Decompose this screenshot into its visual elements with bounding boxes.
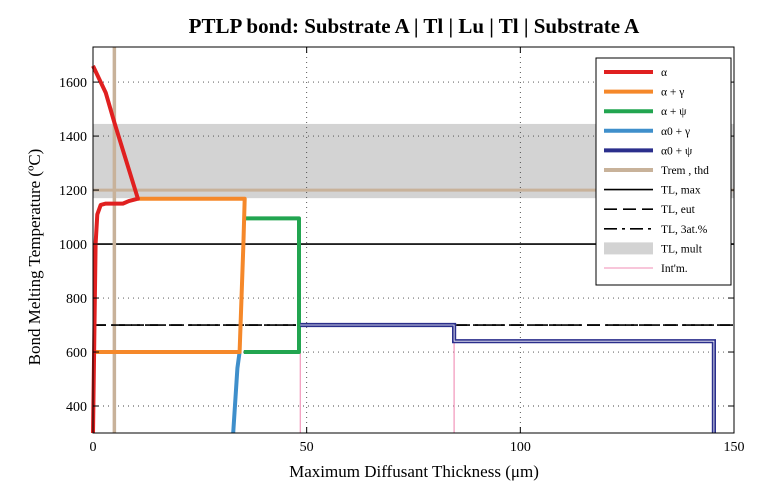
legend-swatch — [604, 242, 653, 255]
legend-tl-max: TL, max — [604, 185, 701, 197]
legend-alpha: α — [604, 67, 667, 79]
chart-title: PTLP bond: Substrate A | Tl | Lu | Tl | … — [189, 14, 641, 38]
legend-label: TL, max — [661, 185, 701, 197]
series-alpha0-gamma — [231, 351, 242, 434]
legend-label: α + γ — [661, 87, 684, 99]
y-tick-label: 1000 — [59, 238, 87, 253]
y-tick-label: 1400 — [59, 130, 87, 145]
plot-frame — [92, 46, 735, 434]
y-tick-label: 1200 — [59, 184, 87, 199]
legend-tl-eut: TL, eut — [604, 204, 696, 216]
legend-label: Int'm. — [661, 263, 688, 275]
y-tick-label: 400 — [66, 400, 87, 415]
series-alpha-gamma — [93, 196, 247, 354]
legend-alpha-gamma: α + γ — [604, 87, 684, 99]
legend-label: Trem , thd — [661, 165, 709, 177]
series-alpha-psi — [243, 216, 301, 354]
legend-label: TL, eut — [661, 204, 696, 216]
legend-alpha0-gamma: α0 + γ — [604, 126, 690, 138]
legend: α α + γ α + ψ α0 + γ α0 + ψ Trem , thd TL, max… — [595, 57, 732, 286]
legend-intm: Int'm. — [604, 263, 688, 275]
legend-alpha0-psi: α0 + ψ — [604, 145, 693, 157]
legend-label: α — [661, 67, 667, 79]
legend-alpha-psi: α + ψ — [604, 106, 687, 118]
x-tick-label: 100 — [510, 440, 531, 455]
x-tick-label: 50 — [300, 440, 314, 455]
legend-label: α + ψ — [661, 106, 687, 118]
y-tick-label: 600 — [66, 346, 87, 361]
x-tick-label: 150 — [724, 440, 745, 455]
y-tick-label: 800 — [66, 292, 87, 307]
legend-label: TL, mult — [661, 243, 703, 255]
legend-trem-thd: Trem , thd — [604, 165, 709, 177]
legend-label: TL, 3at.% — [661, 224, 708, 236]
legend-label: α0 + ψ — [661, 145, 693, 157]
legend-tl-mult: TL, mult — [604, 242, 703, 255]
x-axis-label: Maximum Diffusant Thickness (μm) — [289, 462, 539, 481]
legend-tl-3at: TL, 3at.% — [604, 224, 708, 236]
axes-layer: 0 50 100 150 400 600 800 1000 1200 1400 1600 — [59, 46, 745, 455]
series-alpha — [91, 65, 140, 434]
x-tick-label: 0 — [90, 440, 97, 455]
y-axis-label: Bond Melting Temperature (ºC) — [25, 149, 44, 366]
series-alpha0-psi-highlight — [300, 324, 715, 433]
y-tick-label: 1600 — [59, 76, 87, 91]
series-layer — [91, 65, 716, 434]
legend-label: α0 + γ — [661, 126, 690, 138]
